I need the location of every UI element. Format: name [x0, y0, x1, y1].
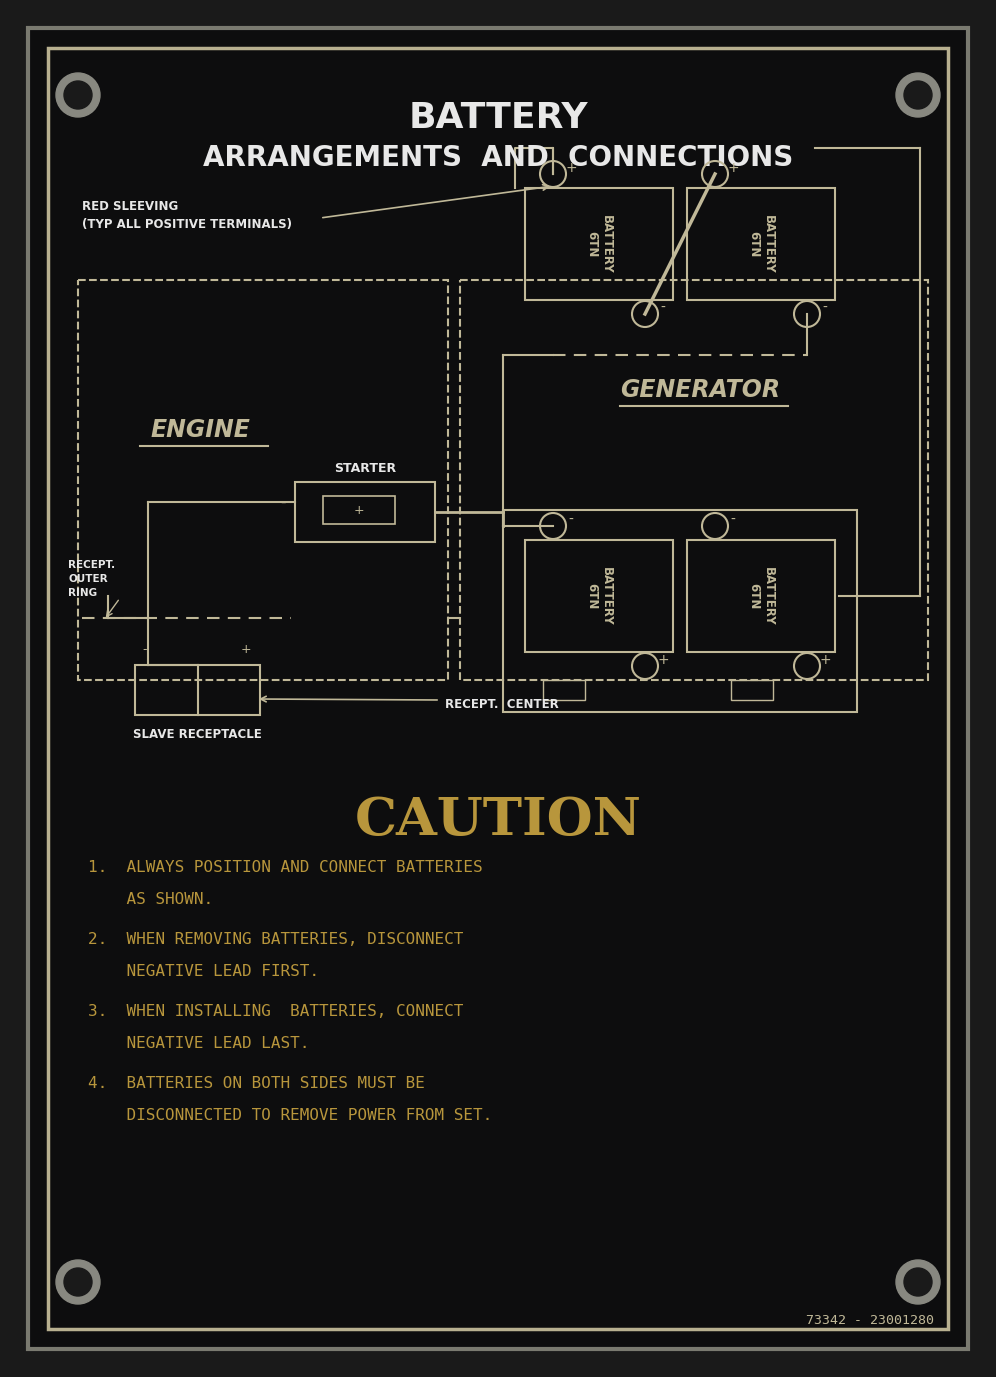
Bar	[78, 280, 448, 680]
Bar	[323, 496, 395, 525]
Text: -: -	[660, 302, 665, 315]
Text: BATTERY
6TN: BATTERY 6TN	[585, 215, 613, 273]
Text: BATTERY
6TN: BATTERY 6TN	[747, 567, 775, 625]
Text: +: +	[819, 653, 831, 666]
Circle shape	[64, 1268, 92, 1296]
Text: -: -	[569, 514, 574, 527]
Text: 2.  WHEN REMOVING BATTERIES, DISCONNECT: 2. WHEN REMOVING BATTERIES, DISCONNECT	[88, 932, 463, 947]
Circle shape	[56, 1260, 100, 1304]
Text: -: -	[142, 643, 147, 655]
Circle shape	[64, 81, 92, 109]
Text: CAUTION: CAUTION	[355, 795, 641, 845]
Text: RECEPT.
OUTER
RING: RECEPT. OUTER RING	[68, 560, 116, 598]
Text: 73342 - 23001280: 73342 - 23001280	[806, 1314, 934, 1326]
Bar	[135, 665, 260, 715]
Circle shape	[904, 1268, 932, 1296]
Bar	[543, 680, 585, 700]
Text: ARRANGEMENTS  AND  CONNECTIONS: ARRANGEMENTS AND CONNECTIONS	[203, 145, 793, 172]
Text: (TYP ALL POSITIVE TERMINALS): (TYP ALL POSITIVE TERMINALS)	[82, 218, 292, 231]
Text: -: -	[823, 302, 828, 315]
Bar	[460, 280, 928, 680]
Text: 4.  BATTERIES ON BOTH SIDES MUST BE: 4. BATTERIES ON BOTH SIDES MUST BE	[88, 1077, 425, 1092]
Circle shape	[904, 81, 932, 109]
Text: +: +	[354, 504, 365, 516]
Bar	[731, 680, 774, 700]
Text: NEGATIVE LEAD FIRST.: NEGATIVE LEAD FIRST.	[88, 964, 319, 979]
Circle shape	[896, 73, 940, 117]
Text: NEGATIVE LEAD LAST.: NEGATIVE LEAD LAST.	[88, 1037, 310, 1052]
Text: BATTERY
6TN: BATTERY 6TN	[585, 567, 613, 625]
Circle shape	[896, 1260, 940, 1304]
Bar	[525, 189, 673, 300]
Text: DISCONNECTED TO REMOVE POWER FROM SET.: DISCONNECTED TO REMOVE POWER FROM SET.	[88, 1108, 492, 1124]
Text: RECEPT.  CENTER: RECEPT. CENTER	[445, 698, 559, 712]
Text: -: -	[280, 494, 286, 509]
Text: 3.  WHEN INSTALLING  BATTERIES, CONNECT: 3. WHEN INSTALLING BATTERIES, CONNECT	[88, 1004, 463, 1019]
Text: RED SLEEVING: RED SLEEVING	[82, 200, 178, 213]
Text: ENGINE: ENGINE	[150, 419, 250, 442]
Text: +: +	[241, 643, 251, 655]
Text: GENERATOR: GENERATOR	[620, 379, 780, 402]
Text: 1.  ALWAYS POSITION AND CONNECT BATTERIES: 1. ALWAYS POSITION AND CONNECT BATTERIES	[88, 861, 483, 876]
Text: +: +	[565, 161, 577, 175]
Bar	[687, 540, 835, 651]
Text: +: +	[657, 653, 668, 666]
Text: +: +	[727, 161, 739, 175]
Bar	[503, 509, 857, 712]
Bar	[687, 189, 835, 300]
Bar	[295, 482, 435, 543]
Circle shape	[56, 73, 100, 117]
Text: STARTER: STARTER	[334, 461, 396, 475]
Text: SLAVE RECEPTACLE: SLAVE RECEPTACLE	[133, 728, 262, 741]
Text: BATTERY: BATTERY	[408, 101, 588, 135]
Bar	[525, 540, 673, 651]
Text: -: -	[730, 514, 735, 527]
Text: AS SHOWN.: AS SHOWN.	[88, 892, 213, 907]
Text: BATTERY
6TN: BATTERY 6TN	[747, 215, 775, 273]
